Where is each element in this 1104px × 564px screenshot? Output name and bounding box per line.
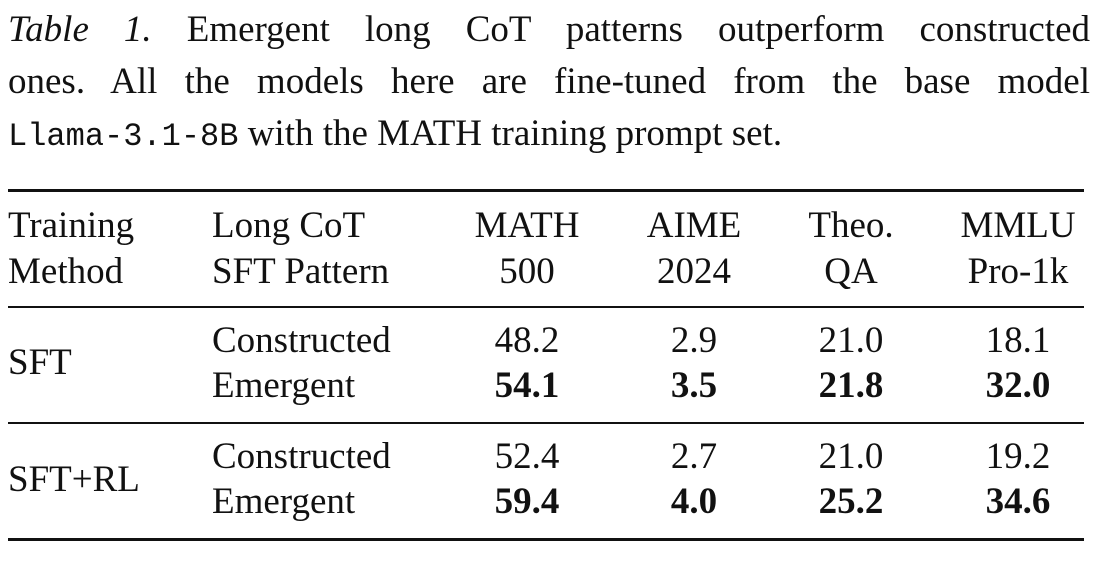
header-pattern-line-2: SFT Pattern bbox=[212, 251, 390, 292]
table-cell-mmlu: 19.2 bbox=[985, 436, 1051, 477]
table-cell-theo-best: 25.2 bbox=[818, 481, 884, 522]
caption-text-1: Emergent long CoT patterns outperform co… bbox=[186, 9, 1091, 50]
header-theo-line-1: Theo. bbox=[808, 205, 894, 246]
table-bottom-rule bbox=[8, 538, 1084, 541]
header-long-cot-pattern: Long CoT SFT Pattern bbox=[212, 203, 389, 295]
caption-line-3: Llama-3.1-8B with the MATH training prom… bbox=[8, 108, 1090, 160]
table-cell-pattern: Emergent bbox=[212, 365, 356, 406]
caption-line-2: ones. All the models here are fine-tuned… bbox=[8, 61, 1090, 102]
table-cell-aime: 2.7 bbox=[670, 436, 718, 477]
caption-line-1: Table 1. Emergent long CoT patterns outp… bbox=[8, 4, 1090, 56]
header-theo-qa: Theo. QA bbox=[808, 203, 893, 295]
header-aime-line-2: 2024 bbox=[656, 251, 731, 292]
header-aime-line-1: AIME bbox=[646, 205, 742, 246]
header-mmlu-pro: MMLU Pro-1k bbox=[960, 203, 1075, 295]
header-pattern-line-1: Long CoT bbox=[212, 205, 366, 246]
table-caption: Table 1. Emergent long CoT patterns outp… bbox=[8, 4, 1090, 160]
header-mmlu-line-1: MMLU bbox=[960, 205, 1076, 246]
table-cell-math-best: 59.4 bbox=[494, 481, 560, 522]
table-cell-theo: 21.0 bbox=[818, 436, 884, 477]
group-method-sft: SFT bbox=[8, 342, 72, 383]
table-group-rule bbox=[8, 422, 1084, 424]
table-cell-math-best: 54.1 bbox=[494, 365, 560, 406]
table-cell-theo: 21.0 bbox=[818, 320, 884, 361]
header-method-line-1: Training bbox=[8, 205, 135, 246]
caption-text-3: with the MATH training prompt set. bbox=[247, 113, 783, 154]
table-cell-pattern: Constructed bbox=[212, 320, 391, 361]
header-method-line-2: Method bbox=[8, 251, 124, 292]
header-training-method: Training Method bbox=[8, 203, 134, 295]
group-method-sft-rl: SFT+RL bbox=[8, 459, 140, 500]
table-cell-math: 48.2 bbox=[494, 320, 560, 361]
table-cell-aime-best: 3.5 bbox=[670, 365, 718, 406]
header-aime-2024: AIME 2024 bbox=[647, 203, 742, 295]
table-cell-aime: 2.9 bbox=[670, 320, 718, 361]
table-cell-aime-best: 4.0 bbox=[670, 481, 718, 522]
table-cell-theo-best: 21.8 bbox=[818, 365, 884, 406]
header-mmlu-line-2: Pro-1k bbox=[967, 251, 1069, 292]
caption-model-code: Llama-3.1-8B bbox=[8, 118, 239, 155]
table-cell-math: 52.4 bbox=[494, 436, 560, 477]
table-header-rule bbox=[8, 306, 1084, 308]
table-cell-mmlu: 18.1 bbox=[985, 320, 1051, 361]
header-math-500: MATH 500 bbox=[475, 203, 580, 295]
header-math-line-2: 500 bbox=[499, 251, 555, 292]
caption-label: Table 1. bbox=[8, 9, 152, 50]
table-cell-pattern: Emergent bbox=[212, 481, 356, 522]
table-top-rule bbox=[8, 189, 1084, 192]
header-theo-line-2: QA bbox=[824, 251, 878, 292]
header-math-line-1: MATH bbox=[474, 205, 580, 246]
table-cell-mmlu-best: 34.6 bbox=[985, 481, 1051, 522]
table-cell-pattern: Constructed bbox=[212, 436, 391, 477]
table-cell-mmlu-best: 32.0 bbox=[985, 365, 1051, 406]
